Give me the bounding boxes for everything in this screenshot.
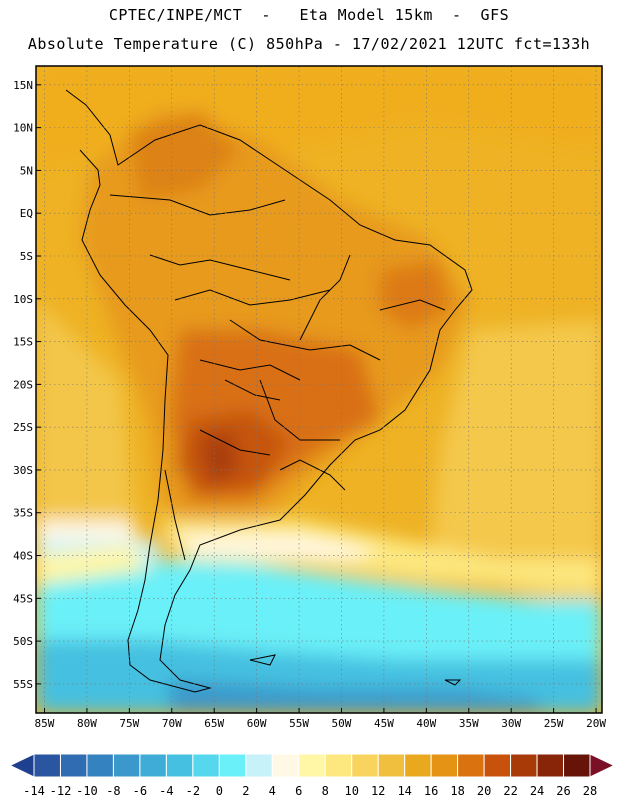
lat-label: 55S: [13, 678, 33, 691]
legend-swatch: [33, 753, 61, 778]
legend-swatch: [139, 753, 167, 778]
legend-swatch: [298, 753, 326, 778]
legend-swatch: [457, 753, 485, 778]
legend-label: 22: [503, 784, 517, 798]
lat-label: 25S: [13, 421, 33, 434]
lat-label: EQ: [20, 207, 33, 220]
coastline-borders: [65, 89, 473, 693]
lat-label: 40S: [13, 550, 33, 563]
legend-label: 24: [530, 784, 544, 798]
lon-label: 35W: [459, 717, 479, 730]
legend-swatch: [351, 753, 379, 778]
lat-label: 10N: [13, 122, 33, 135]
legend-label: 8: [322, 784, 329, 798]
legend-swatch: [404, 753, 432, 778]
temperature-field: [36, 66, 602, 713]
lon-label: 60W: [247, 717, 267, 730]
lon-label: 80W: [77, 717, 97, 730]
lat-label: 5S: [20, 250, 33, 263]
legend-label: 6: [295, 784, 302, 798]
legend-label: 2: [242, 784, 249, 798]
legend-swatch: [563, 753, 591, 778]
legend-label: 10: [344, 784, 358, 798]
legend-swatch: [59, 753, 88, 778]
lon-label: 75W: [119, 717, 139, 730]
lat-label: 20S: [13, 378, 33, 391]
map-frame: [35, 65, 603, 714]
lat-label: 15S: [13, 336, 33, 349]
legend-swatch: [377, 753, 406, 778]
legend-label: 20: [477, 784, 491, 798]
lon-label: 40W: [416, 717, 436, 730]
lon-label: 50W: [332, 717, 352, 730]
lon-label: 45W: [374, 717, 394, 730]
legend-label: -12: [50, 784, 72, 798]
legend-label: -8: [106, 784, 120, 798]
legend-arrow-low: [8, 753, 35, 778]
lon-label: 85W: [35, 717, 55, 730]
lon-label: 70W: [162, 717, 182, 730]
legend-label: 0: [216, 784, 223, 798]
legend-label: -6: [133, 784, 147, 798]
legend-label: -10: [76, 784, 98, 798]
legend-swatch: [483, 753, 512, 778]
legend-swatch: [510, 753, 538, 778]
legend-label: 16: [424, 784, 438, 798]
longitude-labels: 85W 80W 75W 70W 65W 60W 55W 50W 45W 40W 35W 30W 25W 2…: [35, 717, 607, 730]
legend-label: 28: [583, 784, 597, 798]
lon-label: 65W: [204, 717, 224, 730]
lat-label: 50S: [13, 635, 33, 648]
lat-label: 10S: [13, 293, 33, 306]
graticule: [36, 66, 602, 713]
legend-label: 4: [269, 784, 276, 798]
legend-swatch: [245, 753, 273, 778]
legend-label: 26: [556, 784, 570, 798]
legend-swatch: [165, 753, 194, 778]
lon-label: 20W: [586, 717, 606, 730]
lat-label: 15N: [13, 79, 33, 92]
lon-label: 30W: [501, 717, 521, 730]
legend-label: -14: [23, 784, 45, 798]
lat-label: 35S: [13, 507, 33, 520]
lat-label: 30S: [13, 464, 33, 477]
legend-swatch: [324, 753, 353, 778]
legend-swatch: [218, 753, 247, 778]
legend-arrow-high: [589, 753, 616, 778]
legend-swatch: [86, 753, 114, 778]
legend-swatch: [430, 753, 459, 778]
map-subtitle: Absolute Temperature (C) 850hPa - 17/02/…: [27, 35, 591, 53]
legend-label: 12: [371, 784, 385, 798]
legend-swatch: [536, 753, 565, 778]
latitude-labels: 15N 10N 5N EQ 5S 10S 15S 20S 25S 30S 35S 40S 45S 50S 5…: [13, 79, 33, 691]
map-title: CPTEC/INPE/MCT - Eta Model 15km - GFS: [108, 6, 510, 24]
lat-label: 45S: [13, 592, 33, 605]
lon-label: 55W: [289, 717, 309, 730]
legend-swatch: [271, 753, 300, 778]
legend-label: 14: [397, 784, 411, 798]
legend-swatch: [112, 753, 141, 778]
legend-swatch: [192, 753, 220, 778]
legend-label: -4: [159, 784, 173, 798]
lat-label: 5N: [20, 164, 33, 177]
temperature-map: 15N 10N 5N EQ 5S 10S 15S 20S 25S 30S 35S 40S 45S 50S 5…: [13, 65, 607, 730]
legend-label: 18: [450, 784, 464, 798]
lon-label: 25W: [544, 717, 564, 730]
legend-label: -2: [186, 784, 200, 798]
